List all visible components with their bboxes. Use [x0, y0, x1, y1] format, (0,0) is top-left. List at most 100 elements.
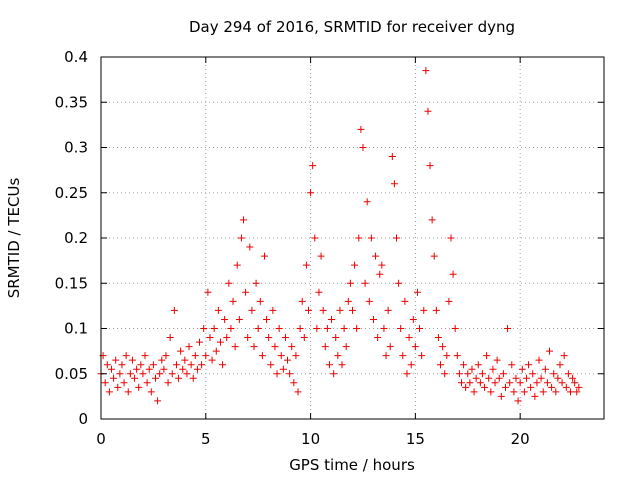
- data-point: [468, 365, 476, 373]
- data-point: [193, 365, 201, 373]
- data-point: [388, 153, 396, 161]
- data-point: [309, 162, 317, 170]
- data-point: [145, 365, 153, 373]
- data-point: [317, 252, 325, 260]
- data-point: [357, 125, 365, 133]
- y-tick-label: 0: [78, 410, 88, 428]
- data-point: [430, 252, 438, 260]
- data-point: [464, 370, 472, 378]
- data-point: [162, 352, 170, 360]
- data-point: [168, 370, 176, 378]
- chart-title: Day 294 of 2016, SRMTID for receiver dyn…: [189, 18, 515, 36]
- data-point: [149, 361, 157, 369]
- data-point: [196, 338, 204, 346]
- data-point: [279, 365, 287, 373]
- data-point: [409, 315, 417, 323]
- data-point: [573, 388, 581, 396]
- data-point: [437, 361, 445, 369]
- data-point: [321, 343, 329, 351]
- data-point: [198, 361, 206, 369]
- data-point: [466, 379, 474, 387]
- x-tick-label: 10: [301, 430, 320, 448]
- data-point: [489, 365, 497, 373]
- data-point: [325, 361, 333, 369]
- data-point: [516, 379, 524, 387]
- data-point: [474, 361, 482, 369]
- data-point: [413, 288, 421, 296]
- data-point: [116, 370, 124, 378]
- data-point: [120, 379, 128, 387]
- data-point: [434, 334, 442, 342]
- data-point: [221, 315, 229, 323]
- y-tick-label: 0.05: [55, 365, 88, 383]
- x-axis-label: GPS time / hours: [289, 456, 415, 474]
- data-point: [302, 261, 310, 269]
- data-point: [374, 334, 382, 342]
- data-point: [399, 352, 407, 360]
- data-point: [397, 325, 405, 332]
- data-point: [395, 279, 403, 287]
- data-point: [269, 306, 277, 314]
- data-point: [445, 297, 453, 305]
- data-point: [351, 261, 359, 269]
- y-tick-label: 0.25: [55, 184, 88, 202]
- data-point: [275, 325, 283, 332]
- data-point: [114, 383, 122, 391]
- axis-ticks: 0 0.05 0.1 0.15 0.2 0.25 0.3 0.35 0.4 0 5 10 15 20: [55, 48, 604, 448]
- y-tick-label: 0.4: [64, 48, 88, 66]
- data-point: [541, 365, 549, 373]
- data-point: [384, 306, 392, 314]
- data-point: [520, 388, 528, 396]
- data-point: [330, 370, 338, 378]
- data-point: [554, 374, 562, 382]
- data-point: [265, 334, 273, 342]
- data-point: [219, 361, 227, 369]
- data-point: [172, 361, 180, 369]
- data-point: [273, 370, 281, 378]
- data-point: [537, 374, 545, 382]
- data-point: [118, 361, 126, 369]
- data-point: [300, 334, 308, 342]
- data-point: [418, 352, 426, 360]
- data-point: [512, 374, 520, 382]
- data-point: [403, 370, 411, 378]
- data-point: [179, 365, 187, 373]
- data-point: [510, 388, 518, 396]
- data-point: [342, 343, 350, 351]
- data-point: [529, 370, 537, 378]
- data-point: [187, 361, 195, 369]
- data-point: [105, 388, 113, 396]
- x-tick-label: 0: [96, 430, 106, 448]
- data-point: [340, 325, 348, 332]
- data-point: [372, 252, 380, 260]
- data-point: [231, 343, 239, 351]
- data-point: [411, 343, 419, 351]
- data-point: [242, 288, 250, 296]
- data-point: [315, 288, 323, 296]
- data-point: [560, 352, 568, 360]
- data-point: [355, 234, 363, 242]
- data-point: [177, 347, 185, 355]
- data-point: [420, 306, 428, 314]
- data-point: [164, 379, 172, 387]
- data-point: [225, 279, 233, 287]
- data-point: [323, 325, 331, 332]
- data-point: [237, 234, 245, 242]
- data-point: [462, 383, 470, 391]
- data-point: [493, 356, 501, 364]
- data-point: [386, 343, 394, 351]
- data-point: [485, 374, 493, 382]
- data-point: [575, 383, 583, 391]
- data-point: [122, 352, 130, 360]
- data-points: [97, 67, 583, 405]
- data-point: [256, 297, 264, 305]
- data-point: [235, 315, 243, 323]
- data-point: [380, 325, 388, 332]
- data-point: [401, 297, 409, 305]
- data-point: [441, 370, 449, 378]
- data-point: [135, 383, 143, 391]
- data-point: [271, 343, 279, 351]
- data-point: [514, 397, 522, 405]
- data-point: [133, 365, 141, 373]
- data-point: [501, 383, 509, 391]
